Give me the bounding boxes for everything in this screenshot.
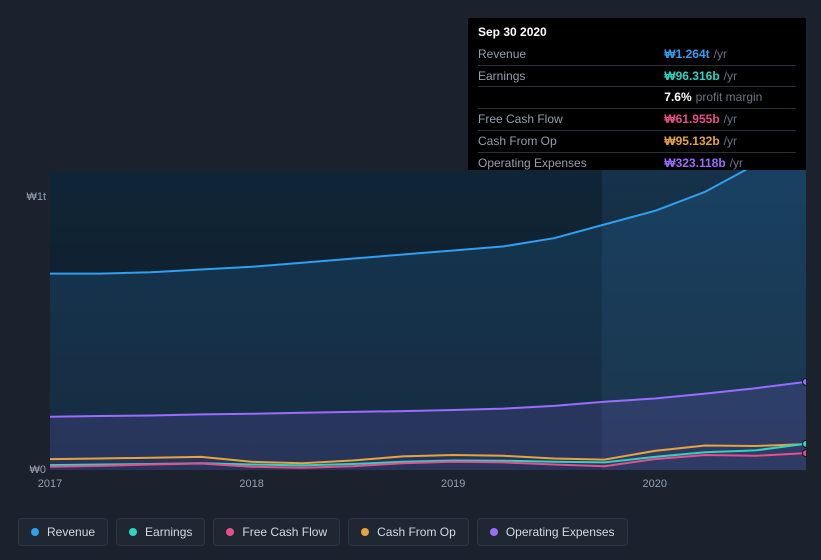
tooltip-row-label: Earnings <box>478 65 664 87</box>
tooltip-row-label <box>478 87 664 109</box>
tooltip-table: Revenue₩1.264t/yrEarnings₩96.316b/yr7.6%… <box>478 44 796 174</box>
y-axis: ₩0₩1t <box>18 170 50 470</box>
legend-label: Operating Expenses <box>506 525 615 539</box>
legend-dot-icon <box>361 528 369 536</box>
legend-dot-icon <box>31 528 39 536</box>
x-tick-label: 2020 <box>643 478 667 490</box>
x-tick-label: 2018 <box>239 478 263 490</box>
tooltip-row: Free Cash Flow₩61.955b/yr <box>478 109 796 131</box>
x-tick-label: 2017 <box>38 478 62 490</box>
legend-item-opex[interactable]: Operating Expenses <box>477 518 628 546</box>
x-tick-label: 2019 <box>441 478 465 490</box>
legend-dot-icon <box>226 528 234 536</box>
y-tick-label: ₩0 <box>30 464 47 476</box>
chart-svg <box>50 170 806 470</box>
tooltip-row: 7.6%profit margin <box>478 87 796 109</box>
tooltip-row-value: ₩95.132b/yr <box>664 130 796 152</box>
legend-item-fcf[interactable]: Free Cash Flow <box>213 518 340 546</box>
tooltip-date: Sep 30 2020 <box>478 24 796 44</box>
legend-dot-icon <box>490 528 498 536</box>
legend-label: Earnings <box>145 525 192 539</box>
tooltip-row-value: ₩96.316b/yr <box>664 65 796 87</box>
chart-area: ₩0₩1t <box>18 170 806 470</box>
financial-chart: { "tooltip": { "position": { "left": 468… <box>0 0 821 560</box>
tooltip-row-label: Revenue <box>478 44 664 65</box>
tooltip-row: Revenue₩1.264t/yr <box>478 44 796 65</box>
legend-item-cfo[interactable]: Cash From Op <box>348 518 469 546</box>
tooltip-row-value: 7.6%profit margin <box>664 87 796 109</box>
tooltip-row-label: Cash From Op <box>478 130 664 152</box>
tooltip-row-value: ₩61.955b/yr <box>664 109 796 131</box>
legend: Revenue Earnings Free Cash Flow Cash From O… <box>18 518 628 546</box>
tooltip-row: Earnings₩96.316b/yr <box>478 65 796 87</box>
legend-label: Free Cash Flow <box>242 525 327 539</box>
tooltip-row-label: Free Cash Flow <box>478 109 664 131</box>
legend-item-revenue[interactable]: Revenue <box>18 518 108 546</box>
tooltip-row-value: ₩1.264t/yr <box>664 44 796 65</box>
legend-label: Cash From Op <box>377 525 456 539</box>
chart-tooltip: Sep 30 2020 Revenue₩1.264t/yrEarnings₩96… <box>468 18 806 182</box>
plot-area[interactable] <box>50 170 806 470</box>
tooltip-row: Cash From Op₩95.132b/yr <box>478 130 796 152</box>
legend-label: Revenue <box>47 525 95 539</box>
x-axis: 2017201820192020 <box>50 478 806 496</box>
legend-dot-icon <box>129 528 137 536</box>
legend-item-earnings[interactable]: Earnings <box>116 518 205 546</box>
y-tick-label: ₩1t <box>26 191 46 203</box>
